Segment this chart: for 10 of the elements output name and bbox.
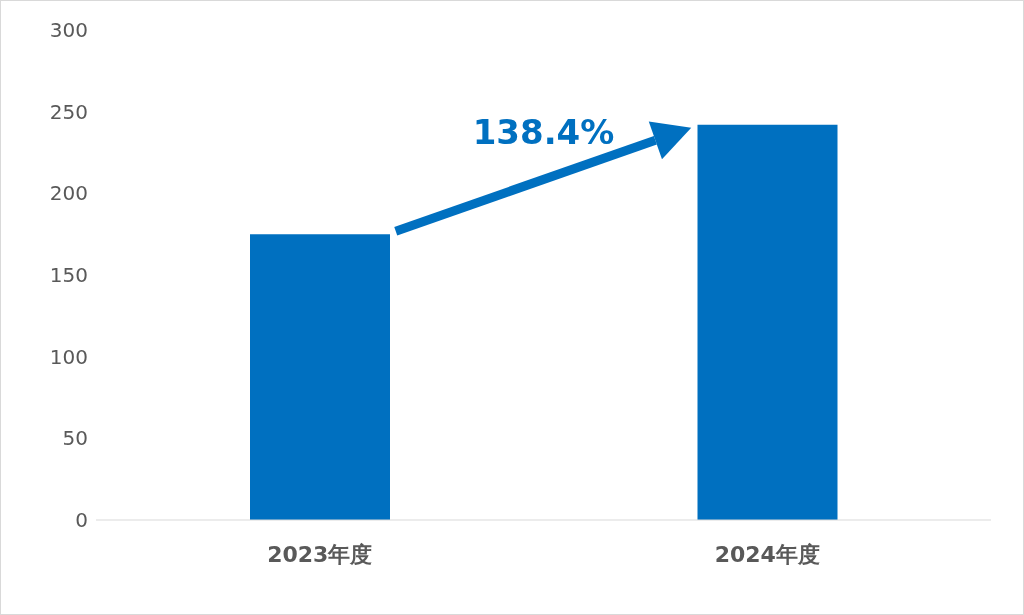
x-tick-label: 2023年度 xyxy=(267,541,373,567)
y-tick-label: 150 xyxy=(49,263,88,288)
y-tick-label: 300 xyxy=(49,18,88,43)
y-tick-label: 50 xyxy=(62,426,88,451)
y-tick-label: 250 xyxy=(49,99,88,124)
x-tick-label: 2024年度 xyxy=(714,541,820,567)
annotation: 138.4% xyxy=(472,111,615,152)
y-tick-label: 200 xyxy=(49,181,88,206)
y-tick-label: 100 xyxy=(49,344,88,369)
y-tick-label: 0 xyxy=(75,508,88,533)
